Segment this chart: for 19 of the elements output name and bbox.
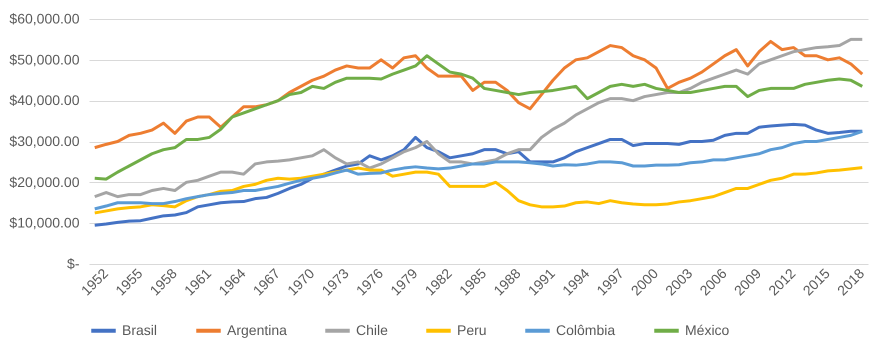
y-tick-label: $40,000.00 [9,92,80,108]
legend-label: Peru [457,322,487,338]
y-tick-label: $- [67,256,80,272]
y-tick-label: $20,000.00 [9,174,80,190]
line-series [93,166,864,214]
y-tick-label: $60,000.00 [9,10,80,26]
legend-label: Chile [356,322,388,338]
y-tick-label: $50,000.00 [9,51,80,68]
line-series [93,38,864,198]
y-tick-label: $30,000.00 [9,133,80,149]
line-series [93,54,864,181]
y-tick-label: $10,000.00 [9,214,80,231]
legend-label: Brasil [122,322,158,338]
legend-label: México [685,322,730,338]
legend-label: Colômbia [556,322,616,338]
line-series [93,122,864,227]
legend-label: Argentina [227,322,288,338]
line-series [93,130,864,210]
line-series [93,40,864,150]
